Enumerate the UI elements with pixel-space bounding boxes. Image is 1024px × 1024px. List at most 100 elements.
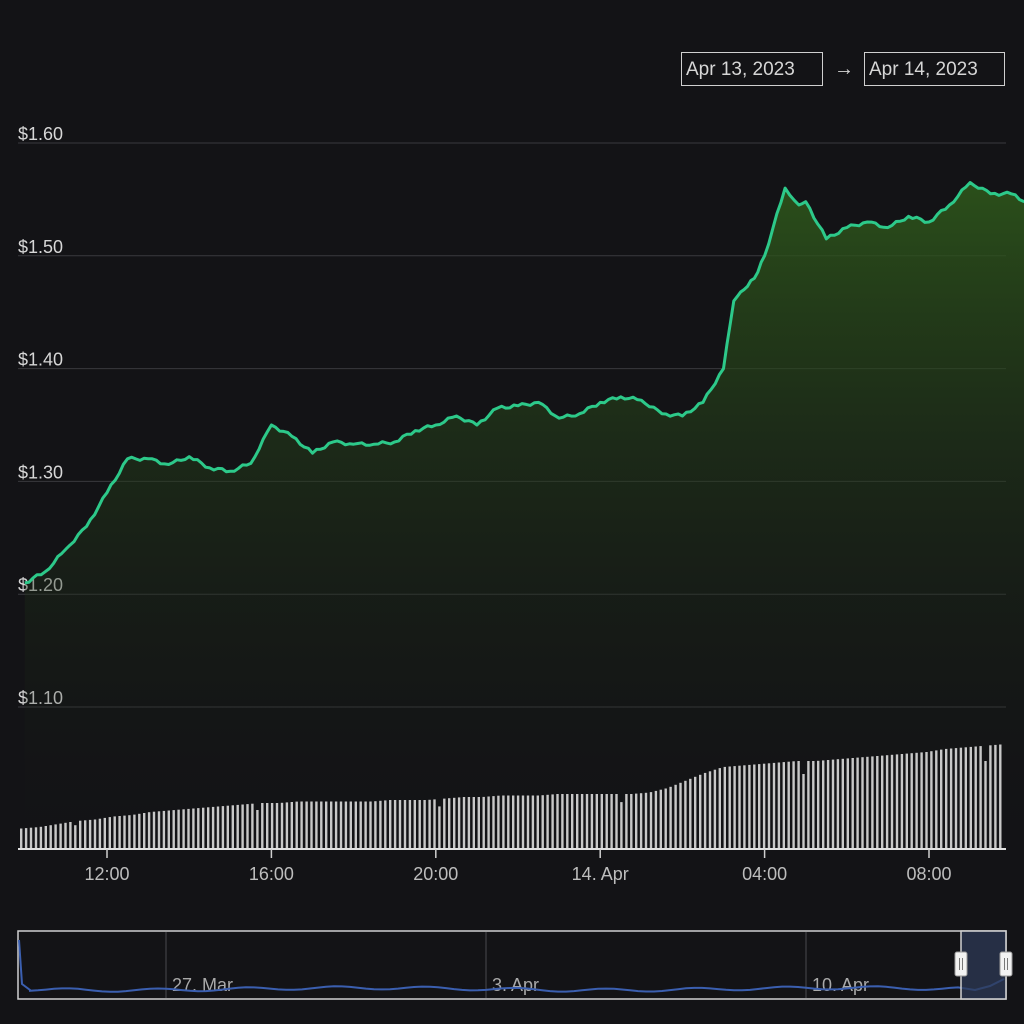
volume-bar <box>738 765 741 848</box>
volume-bar <box>526 795 530 848</box>
volume-bar <box>876 756 879 848</box>
volume-bar <box>812 761 815 848</box>
volume-bar <box>536 795 539 848</box>
volume-bar <box>979 746 982 848</box>
volume-bar <box>211 806 215 848</box>
volume-bar <box>807 761 810 848</box>
volume-bar <box>216 806 220 848</box>
volume-bar <box>138 813 141 848</box>
x-tick-label: 12:00 <box>84 864 129 884</box>
volume-bar <box>497 795 500 848</box>
volume-bar <box>241 804 244 848</box>
volume-bar <box>959 747 963 848</box>
volume-bar <box>20 828 23 848</box>
volume-bar <box>881 755 884 848</box>
volume-bar <box>462 797 466 848</box>
volume-bar <box>595 794 598 848</box>
volume-bar <box>723 766 726 848</box>
volume-bar <box>787 761 790 848</box>
volume-bar <box>679 782 682 848</box>
volume-bar <box>152 811 156 848</box>
volume-bar <box>49 825 52 848</box>
volume-bar <box>994 744 997 848</box>
volume-bar <box>895 754 899 848</box>
volume-bar <box>585 794 589 848</box>
volume-bar <box>74 825 77 848</box>
volume-bar <box>654 790 658 848</box>
volume-bar <box>330 801 333 848</box>
volume-bar <box>457 797 461 848</box>
volume-bar <box>910 753 913 848</box>
volume-bar <box>885 755 889 848</box>
volume-bar <box>167 810 170 848</box>
volume-bar <box>418 800 421 848</box>
volume-bar <box>728 766 731 848</box>
navigator-label: 10. Apr <box>812 975 869 995</box>
volume-bar <box>123 815 126 848</box>
volume-bar <box>674 784 677 848</box>
volume-bar <box>261 803 264 848</box>
volume-bar <box>713 769 717 848</box>
navigator-selection <box>960 930 1007 1000</box>
volume-bar <box>192 808 195 848</box>
volume-bar <box>182 809 185 848</box>
volume-bar <box>846 758 849 848</box>
volume-bar <box>625 794 628 848</box>
volume-bar <box>108 817 111 848</box>
volume-bar <box>945 748 948 848</box>
volume-bar <box>24 828 28 848</box>
volume-bar <box>777 762 781 848</box>
range-to-input[interactable]: Apr 14, 2023 <box>864 52 1005 86</box>
volume-bar <box>664 788 667 848</box>
range-from-input[interactable]: Apr 13, 2023 <box>681 52 823 86</box>
volume-bar <box>246 804 249 848</box>
volume-bar <box>792 761 795 848</box>
volume-bar <box>900 754 904 848</box>
volume-bar <box>113 816 116 848</box>
x-tick-label: 20:00 <box>413 864 458 884</box>
volume-bar <box>669 786 672 848</box>
y-tick-label: $1.50 <box>18 237 63 257</box>
volume-bar <box>851 758 854 848</box>
volume-bar <box>841 758 844 848</box>
range-arrow-icon: → <box>834 58 854 80</box>
volume-bar <box>251 803 254 848</box>
volume-bar <box>84 820 87 848</box>
navigator-label: 3. Apr <box>492 975 539 995</box>
volume-bar <box>103 817 106 848</box>
volume-bar <box>733 766 736 848</box>
volume-bar <box>925 752 928 848</box>
volume-bar <box>369 801 372 848</box>
volume-bar <box>295 801 298 848</box>
y-tick-label: $1.60 <box>18 124 63 144</box>
volume-bar <box>502 795 505 848</box>
x-tick-label: 08:00 <box>906 864 951 884</box>
volume-bar <box>133 814 136 848</box>
volume-bar <box>221 806 225 848</box>
volume-bar <box>964 747 967 848</box>
volume-bar <box>197 808 200 848</box>
volume-bar <box>226 805 229 848</box>
volume-bar <box>949 748 953 848</box>
volume-bar <box>344 801 348 848</box>
volume-bar <box>590 794 594 848</box>
volume-bar <box>266 803 269 848</box>
volume-bar <box>403 800 407 848</box>
x-tick-label: 04:00 <box>742 864 787 884</box>
volume-bar <box>477 797 480 848</box>
volume-bar <box>354 801 357 848</box>
volume-bar <box>974 746 977 848</box>
volume-bar <box>718 768 721 848</box>
volume-bar <box>364 801 367 848</box>
volume-bar <box>512 795 515 848</box>
x-tick-label: 14. Apr <box>572 864 629 884</box>
navigator[interactable]: 27. Mar 3. Apr 10. Apr <box>17 930 1013 1000</box>
volume-bar <box>187 808 190 848</box>
volume-bar <box>433 799 436 848</box>
volume-bar <box>684 780 687 848</box>
volume-bar <box>531 795 535 848</box>
volume-bar <box>762 763 766 848</box>
volume-bar <box>359 801 362 848</box>
volume-bar <box>384 800 387 848</box>
